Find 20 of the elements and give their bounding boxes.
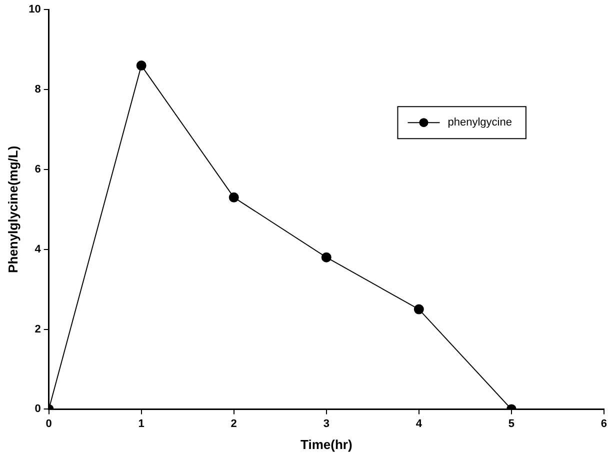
- x-axis-title: Time(hr): [300, 436, 352, 452]
- y-tick-label: 2: [34, 323, 41, 336]
- y-axis-title: Phenylglycine(mg/L): [5, 146, 20, 273]
- x-tick-label: 2: [230, 418, 237, 430]
- point: [228, 192, 239, 202]
- point: [414, 304, 424, 314]
- x-tick-label: 4: [416, 418, 423, 430]
- x-tick-label: 3: [323, 418, 330, 430]
- y-tick-label: 10: [28, 4, 41, 16]
- x-tick-label: 0: [46, 418, 52, 430]
- y-tick-label: 6: [34, 163, 41, 176]
- x-tick-label: 6: [600, 418, 608, 430]
- x-tick-label: 1: [138, 418, 144, 430]
- y-tick-label: 0: [34, 403, 41, 416]
- x-tick-label: 5: [508, 418, 514, 430]
- y-tick-label: 8: [34, 84, 41, 96]
- legend-label: phenylgycine: [448, 116, 512, 129]
- point: [321, 252, 332, 262]
- point: [136, 60, 146, 71]
- y-tick-label: 4: [34, 243, 42, 256]
